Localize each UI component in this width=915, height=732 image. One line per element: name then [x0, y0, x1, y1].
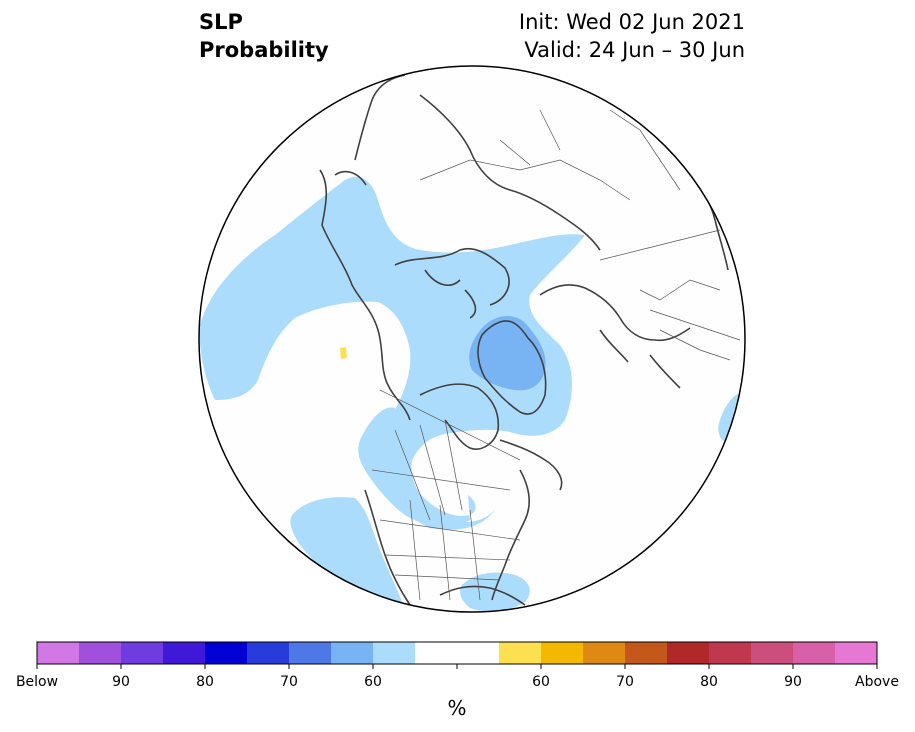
colorbar-tick-label: 60 [364, 674, 382, 690]
colorbar-tick-label: 80 [700, 674, 718, 690]
title-line-1: SLP [199, 10, 243, 34]
borders [371, 109, 741, 601]
coastlines [319, 74, 729, 606]
colorbar-cell [793, 642, 836, 664]
colorbar-cell [583, 642, 626, 664]
colorbar-tick-label: 70 [280, 674, 298, 690]
colorbar-cell [751, 642, 794, 664]
colorbar-cell [541, 642, 584, 664]
colorbar-cell [247, 642, 290, 664]
colorbar-cell [163, 642, 206, 664]
colorbar-cell [709, 642, 752, 664]
north-pacific-alaska-arctic-below [199, 176, 585, 530]
map-title: SLP Probability [199, 8, 329, 64]
colorbar-tick-label: 70 [616, 674, 634, 690]
colorbar-tick-label: Above [855, 674, 899, 690]
colorbar-cell [415, 642, 458, 664]
valid-date: Valid: 24 Jun – 30 Jun [524, 38, 745, 62]
init-date: Init: Wed 02 Jun 2021 [518, 10, 745, 34]
pacific-small-above [340, 347, 347, 359]
colorbar-unit: % [447, 696, 467, 720]
polar-map [198, 65, 746, 613]
colorbar-cell [499, 642, 542, 664]
colorbar-cell [667, 642, 710, 664]
forecast-dates: Init: Wed 02 Jun 2021 Valid: 24 Jun – 30… [519, 8, 745, 64]
colorbar-cell [121, 642, 164, 664]
probability-shading [199, 74, 745, 612]
colorbar-tick-label: 90 [784, 674, 802, 690]
colorbar-tick-label: 80 [196, 674, 214, 690]
colorbar-cell [331, 642, 374, 664]
colorbar-tick-label: 60 [532, 674, 550, 690]
colorbar-cell [205, 642, 248, 664]
canada-us-interior-below [358, 407, 476, 527]
colorbar-cell [457, 642, 500, 664]
colorbar-cell [37, 642, 80, 664]
colorbar-tick-label: Below [15, 674, 59, 690]
colorbar-cell [79, 642, 122, 664]
colorbar-cell [289, 642, 332, 664]
map-boundary [198, 65, 746, 613]
colorbar-tick-label: 90 [112, 674, 130, 690]
colorbar-cell [625, 642, 668, 664]
east-pacific-below [290, 497, 405, 612]
colorbar-cell [373, 642, 416, 664]
colorbar-cell [835, 642, 878, 664]
title-line-2: Probability [199, 38, 329, 62]
